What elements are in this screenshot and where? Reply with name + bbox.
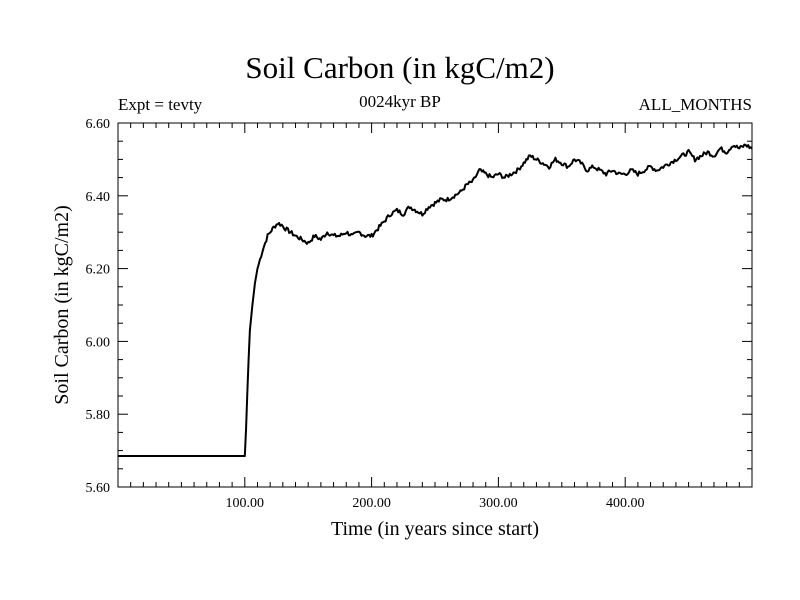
axis-ticks (118, 123, 752, 487)
chart-title: Soil Carbon (in kgC/m2) (245, 50, 555, 85)
experiment-label: Expt = tevty (118, 95, 203, 114)
y-tick-label: 6.00 (86, 335, 111, 350)
x-tick-label: 400.00 (606, 496, 645, 511)
series-line (118, 143, 753, 458)
x-tick-label: 200.00 (352, 496, 391, 511)
y-axis-label: Soil Carbon (in kgC/m2) (51, 205, 73, 404)
months-label: ALL_MONTHS (638, 95, 752, 114)
y-tick-label: 5.80 (86, 408, 111, 423)
tick-labels: 100.00 200.00 300.00 400.00 5.60 5.80 6.00 6.20… (86, 117, 645, 511)
y-tick-label: 6.60 (86, 117, 111, 132)
x-tick-label: 100.00 (226, 496, 265, 511)
chart-subtitle: 0024kyr BP (359, 92, 441, 111)
y-tick-label: 6.20 (86, 263, 111, 278)
plot-frame (117, 122, 753, 488)
x-tick-label: 300.00 (479, 496, 518, 511)
x-axis-label: Time (in years since start) (331, 518, 539, 540)
y-tick-label: 6.40 (86, 190, 111, 205)
y-tick-label: 5.60 (86, 481, 111, 496)
